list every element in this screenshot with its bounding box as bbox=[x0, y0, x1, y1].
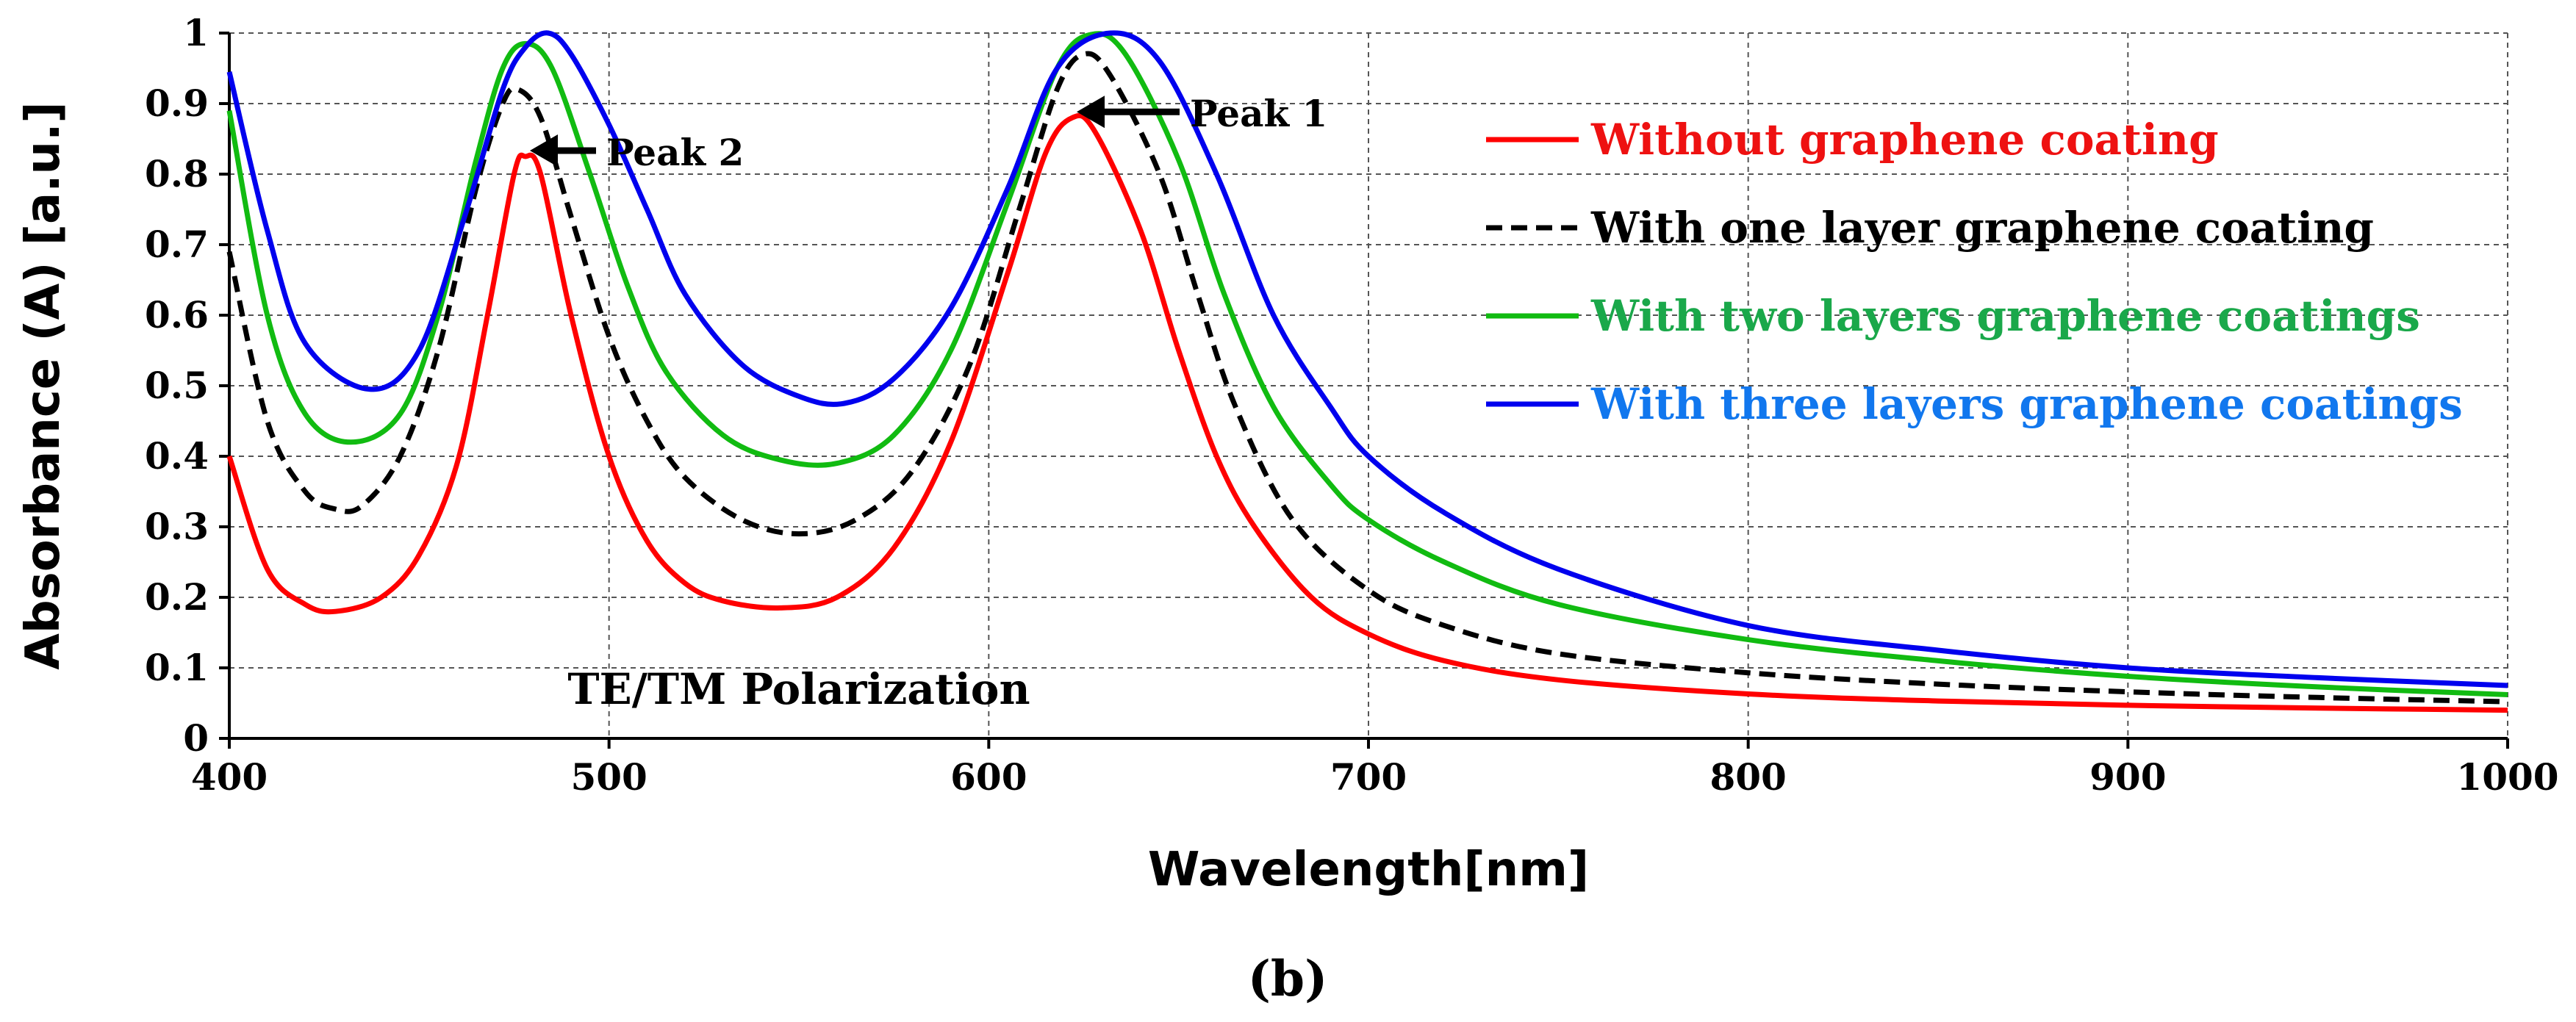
x-tick-label: 800 bbox=[1709, 755, 1786, 799]
legend-label: Without graphene coating bbox=[1590, 115, 2219, 165]
series-lines bbox=[226, 30, 2508, 713]
legend-item-one-layer: With one layer graphene coating bbox=[1486, 203, 2374, 253]
peak-1-arrow-head bbox=[1077, 96, 1105, 129]
peak-2-arrow-head bbox=[530, 134, 558, 167]
x-tick-label: 900 bbox=[2089, 755, 2166, 799]
peak-2-label: Peak 2 bbox=[606, 131, 744, 174]
y-tick-label: 0.7 bbox=[145, 223, 209, 266]
y-tick-label: 0.4 bbox=[145, 434, 209, 478]
legend-item-without-coating: Without graphene coating bbox=[1486, 115, 2219, 165]
y-tick-label: 0.5 bbox=[145, 364, 209, 407]
y-tick-label: 0.9 bbox=[145, 82, 209, 125]
series-without-coating-line bbox=[226, 112, 2508, 713]
y-tick-label: 0.6 bbox=[145, 293, 209, 337]
tick-labels: 0 0.1 0.2 0.3 0.4 0.5 0.6 0.7 0.8 0.9 1 400 500 600 70… bbox=[145, 11, 2559, 799]
y-axis-title: Absorbance (A) [a.u.] bbox=[16, 101, 71, 669]
y-tick-label: 0 bbox=[183, 716, 209, 760]
legend: Without graphene coating With one layer g… bbox=[1486, 115, 2463, 429]
series-three-layers-line bbox=[226, 30, 2508, 688]
y-tick-label: 0.8 bbox=[145, 152, 209, 195]
annotations: Peak 2 Peak 1 TE/TM Polarization bbox=[530, 92, 1327, 714]
series-one-layer-line bbox=[226, 51, 2508, 705]
y-tick-label: 0.3 bbox=[145, 505, 209, 548]
legend-label: With two layers graphene coatings bbox=[1590, 291, 2420, 341]
x-tick-label: 400 bbox=[191, 755, 268, 799]
legend-item-two-layers: With two layers graphene coatings bbox=[1486, 291, 2420, 341]
y-tick-label: 0.1 bbox=[145, 646, 209, 689]
legend-label: With one layer graphene coating bbox=[1590, 203, 2374, 253]
panel-label: (b) bbox=[1248, 950, 1328, 1007]
y-tick-label: 0.2 bbox=[145, 575, 209, 619]
x-tick-label: 1000 bbox=[2456, 755, 2558, 799]
y-tick-label: 1 bbox=[183, 11, 209, 54]
polarization-note: TE/TM Polarization bbox=[567, 664, 1030, 714]
peak-1-label: Peak 1 bbox=[1190, 92, 1327, 135]
axes bbox=[219, 32, 2509, 749]
peak-2-annotation: Peak 2 bbox=[530, 131, 744, 174]
x-tick-label: 600 bbox=[950, 755, 1027, 799]
x-axis-title: Wavelength[nm] bbox=[1148, 843, 1589, 897]
legend-item-three-layers: With three layers graphene coatings bbox=[1486, 379, 2463, 429]
legend-label: With three layers graphene coatings bbox=[1590, 379, 2463, 429]
peak-1-annotation: Peak 1 bbox=[1077, 92, 1327, 135]
x-tick-label: 500 bbox=[570, 755, 647, 799]
x-tick-label: 700 bbox=[1330, 755, 1407, 799]
